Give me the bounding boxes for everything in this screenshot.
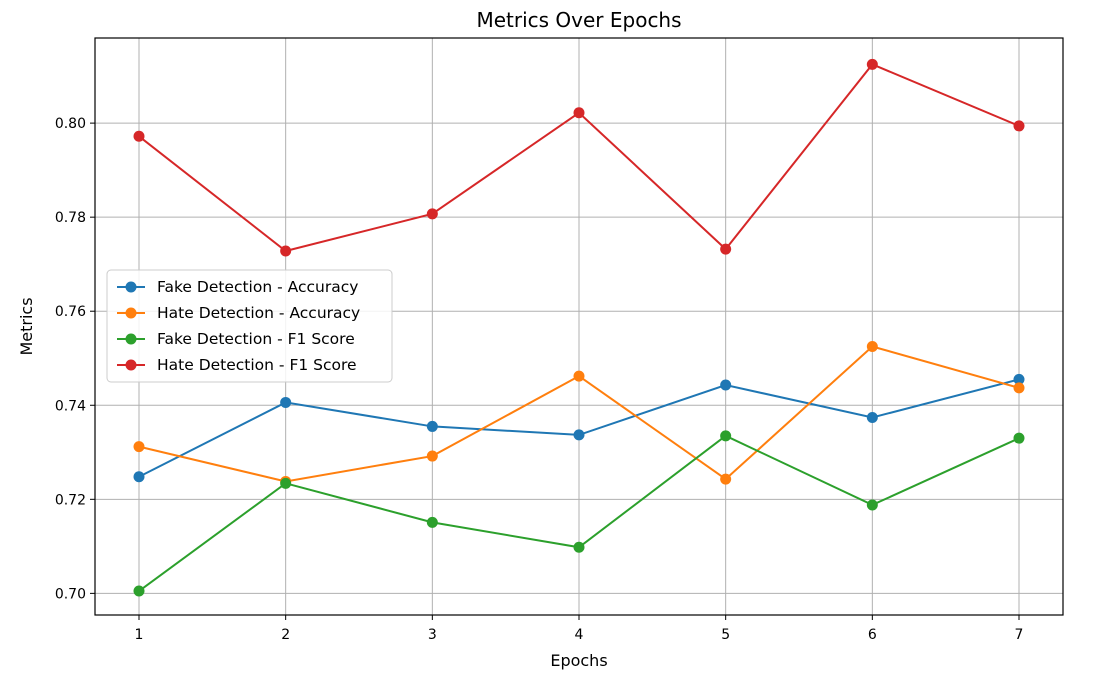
x-tick-label: 7 bbox=[1015, 627, 1024, 643]
y-tick-label: 0.72 bbox=[55, 492, 86, 508]
data-point bbox=[1013, 432, 1025, 444]
x-tick-label: 1 bbox=[135, 627, 144, 643]
legend-marker bbox=[125, 307, 137, 319]
legend: Fake Detection - Accuracy Hate Detection … bbox=[106, 269, 393, 383]
data-point bbox=[573, 429, 585, 441]
legend-item: Hate Detection - Accuracy bbox=[117, 304, 360, 322]
data-point bbox=[1013, 382, 1025, 394]
y-tick-label: 0.80 bbox=[55, 116, 86, 132]
x-tick-label: 6 bbox=[868, 627, 877, 643]
data-point bbox=[426, 516, 438, 528]
legend-label: Hate Detection - Accuracy bbox=[157, 304, 360, 322]
data-point bbox=[426, 208, 438, 220]
series-1 bbox=[133, 373, 1025, 483]
data-point bbox=[133, 471, 145, 483]
legend-box bbox=[106, 269, 393, 383]
legend-marker bbox=[125, 281, 137, 293]
data-point bbox=[866, 58, 878, 70]
y-axis-label: Metrics bbox=[17, 297, 36, 355]
legend-marker bbox=[125, 333, 137, 345]
x-tick-label: 5 bbox=[721, 627, 730, 643]
y-tick-label: 0.74 bbox=[55, 398, 86, 414]
y-tick-label: 0.78 bbox=[55, 210, 86, 226]
data-point bbox=[866, 499, 878, 511]
legend-label: Hate Detection - F1 Score bbox=[157, 356, 357, 374]
chart-title: Metrics Over Epochs bbox=[476, 8, 681, 32]
data-point bbox=[720, 430, 732, 442]
data-point bbox=[133, 441, 145, 453]
data-point bbox=[426, 450, 438, 462]
legend-marker bbox=[125, 359, 137, 371]
legend-label: Fake Detection - F1 Score bbox=[157, 330, 355, 348]
legend-item: Fake Detection - F1 Score bbox=[117, 330, 355, 348]
data-point bbox=[720, 473, 732, 485]
x-tick-label: 3 bbox=[428, 627, 437, 643]
data-point bbox=[280, 396, 292, 408]
data-point bbox=[720, 379, 732, 391]
series-4 bbox=[133, 58, 1025, 257]
y-tick-label: 0.70 bbox=[55, 586, 86, 602]
legend-item: Hate Detection - F1 Score bbox=[117, 356, 357, 374]
data-point bbox=[133, 585, 145, 597]
data-point bbox=[573, 541, 585, 553]
data-point bbox=[573, 107, 585, 119]
data-point bbox=[573, 370, 585, 382]
legend-label: Fake Detection - Accuracy bbox=[157, 278, 358, 296]
series-layer bbox=[133, 58, 1025, 597]
data-point bbox=[280, 245, 292, 257]
x-axis-label: Epochs bbox=[550, 651, 607, 670]
data-point bbox=[866, 340, 878, 352]
data-point bbox=[426, 420, 438, 432]
data-point bbox=[1013, 373, 1025, 385]
ticks: 1 2 3 4 5 6 7 0.70 0.72 0.74 0.76 0.78 0.80 bbox=[55, 116, 1024, 643]
data-point bbox=[1013, 120, 1025, 132]
y-tick-label: 0.76 bbox=[55, 304, 86, 320]
data-point bbox=[280, 477, 292, 489]
x-tick-label: 4 bbox=[575, 627, 584, 643]
data-point bbox=[133, 130, 145, 142]
data-point bbox=[866, 411, 878, 423]
legend-item: Fake Detection - Accuracy bbox=[117, 278, 358, 296]
x-tick-label: 2 bbox=[281, 627, 290, 643]
data-point bbox=[720, 243, 732, 255]
series-3 bbox=[133, 430, 1025, 597]
